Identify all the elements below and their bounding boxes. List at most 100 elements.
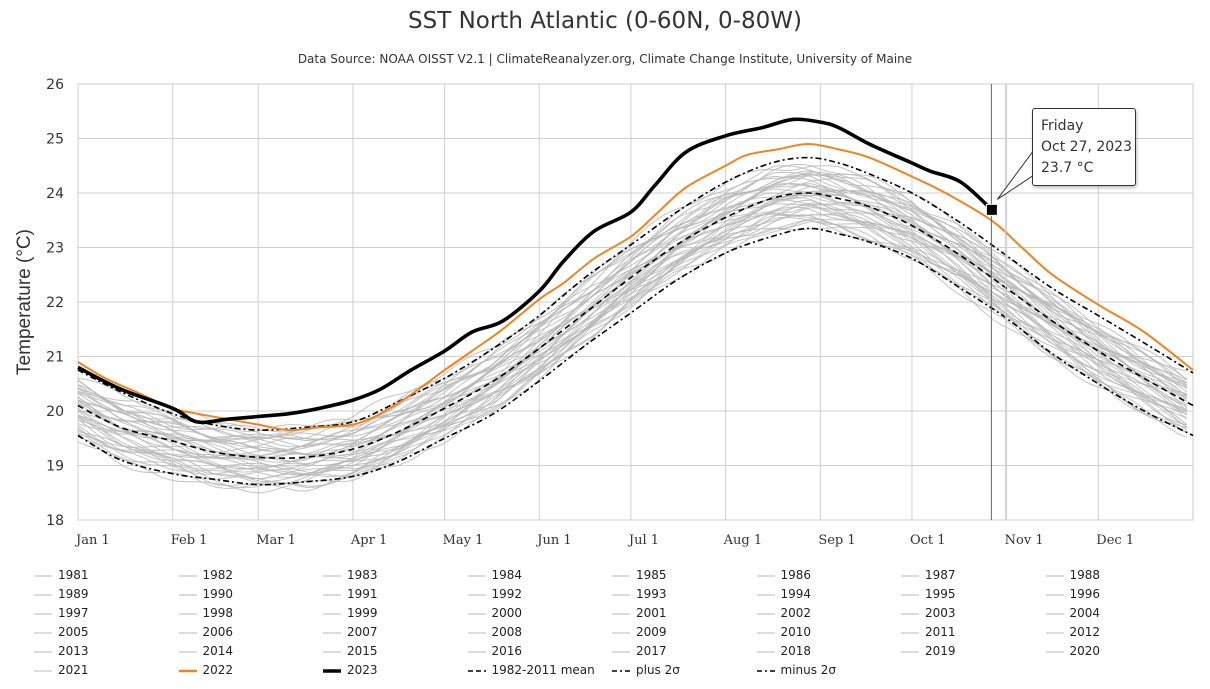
x-tick-label: Jun 1 (535, 533, 571, 548)
series-line-minus-2- (77, 227, 1194, 486)
legend-swatch-icon (756, 594, 775, 596)
y-tick-label: 24 (46, 186, 64, 202)
legend-label: 2009 (636, 625, 667, 639)
year-line-1988 (77, 216, 1188, 486)
legend-swatch-icon (756, 651, 775, 653)
year-line-1991 (77, 214, 1188, 482)
legend-swatch-icon (323, 613, 341, 615)
legend-label: 1982 (202, 568, 234, 582)
legend-swatch-icon (1045, 575, 1064, 577)
chart-title: SST North Atlantic (0-60N, 0-80W) (408, 8, 802, 34)
x-tick-label: Apr 1 (350, 533, 387, 548)
year-line-2002 (77, 202, 1188, 469)
year-line-1983 (77, 226, 1188, 494)
legend-label: 2019 (925, 644, 956, 658)
series-line-2023 (77, 117, 993, 425)
legend-label: 2011 (925, 625, 956, 639)
legend-label: 2015 (347, 644, 378, 658)
legend-swatch-icon (612, 651, 630, 653)
legend-swatch-icon (612, 613, 630, 615)
legend-label: 1983 (347, 568, 378, 582)
legend-label: 2003 (925, 606, 956, 620)
legend-label: 1990 (202, 587, 234, 601)
y-axis-label: Temperature (°C) (14, 229, 35, 375)
legend-swatch-icon (901, 632, 919, 634)
legend-swatch-icon (178, 651, 197, 653)
legend-swatch-icon (1045, 632, 1064, 634)
y-tick-label: 19 (46, 459, 64, 475)
legend-swatch-icon (467, 651, 486, 653)
legend-swatch-icon (34, 613, 52, 615)
legend-swatch-icon (901, 613, 919, 615)
legend-label: 2008 (491, 625, 523, 639)
legend-label: 2007 (347, 625, 378, 639)
legend-label: 2012 (1069, 625, 1101, 639)
legend-label: 2002 (780, 606, 812, 620)
legend-swatch-icon (756, 575, 775, 577)
legend-label: 2001 (636, 606, 667, 620)
legend-label: 1998 (202, 606, 234, 620)
legend-swatch-icon (756, 670, 775, 672)
year-line-2021 (77, 171, 1188, 439)
legend-swatch-icon (323, 594, 341, 596)
legend-swatch-icon (34, 632, 52, 634)
legend-swatch-icon (467, 594, 486, 596)
year-line-2020 (77, 170, 1188, 440)
y-tick-label: 23 (46, 241, 64, 257)
tooltip-value: 23.7 °C (1041, 160, 1094, 176)
year-line-1994 (77, 212, 1188, 480)
y-tick-label: 20 (46, 404, 64, 420)
x-tick-label: Mar 1 (256, 533, 296, 548)
legend-swatch-icon (178, 594, 197, 596)
legend-swatch-icon (756, 613, 775, 615)
year-line-2018 (77, 165, 1188, 437)
legend-label: 2017 (636, 644, 667, 658)
year-line-2013 (77, 188, 1188, 457)
legend-swatch-icon (178, 669, 197, 673)
historic-lines (77, 163, 1188, 494)
legend-label: 2013 (58, 644, 89, 658)
year-line-1993 (77, 196, 1188, 470)
x-tick-label: Nov 1 (1005, 533, 1044, 548)
legend-label: 2006 (202, 625, 234, 639)
series-line-1982-2011-mean (77, 192, 1194, 459)
legend-swatch-icon (467, 575, 486, 577)
chart-subtitle: Data Source: NOAA OISST V2.1 | ClimateRe… (297, 52, 913, 66)
legend-label: 2010 (780, 625, 812, 639)
legend-swatch-icon (612, 670, 630, 672)
legend-swatch-icon (323, 575, 341, 577)
legend-label: 1988 (1069, 568, 1101, 582)
series-line-2022 (77, 143, 1194, 432)
year-line-1984 (77, 218, 1188, 489)
legend-swatch-icon (34, 670, 52, 672)
legend-label: 1994 (780, 587, 812, 601)
legend-swatch-icon (901, 594, 919, 596)
legend-swatch-icon (901, 651, 919, 653)
tooltip-day: Friday (1041, 118, 1084, 134)
legend-swatch-icon (756, 632, 775, 634)
legend-swatch-icon (1045, 651, 1064, 653)
y-tick-label: 22 (46, 295, 64, 311)
legend-swatch-icon (34, 651, 52, 653)
legend-label: 2004 (1069, 606, 1101, 620)
y-tick-label: 25 (46, 132, 64, 148)
year-line-1985 (77, 206, 1188, 478)
legend-label: 1985 (636, 568, 667, 582)
legend-label: 1993 (636, 587, 667, 601)
y-tick-label: 18 (46, 513, 64, 529)
x-tick-label: Jan 1 (74, 533, 110, 548)
legend-label: 2014 (202, 644, 234, 658)
legend-swatch-icon (34, 594, 52, 596)
legend-label: 2000 (491, 606, 523, 620)
legend-swatch-icon (467, 613, 486, 615)
x-tick-label: May 1 (443, 533, 484, 548)
x-tick-label: Jul 1 (627, 533, 659, 548)
legend-swatch-icon (178, 613, 197, 615)
legend-label: 2022 (202, 663, 234, 677)
sst-line-chart[interactable]: 18 19 20 21 22 23 24 25 26 Jan 1 Feb 1 Mar 1 Apr 1 Ma… (0, 0, 1210, 560)
legend-label: 1997 (58, 606, 89, 620)
x-tick-label: Sep 1 (818, 533, 855, 548)
tooltip-date: Oct 27, 2023 (1041, 139, 1132, 155)
x-tick-label: Feb 1 (171, 533, 208, 548)
x-tick-label: Aug 1 (723, 533, 763, 548)
